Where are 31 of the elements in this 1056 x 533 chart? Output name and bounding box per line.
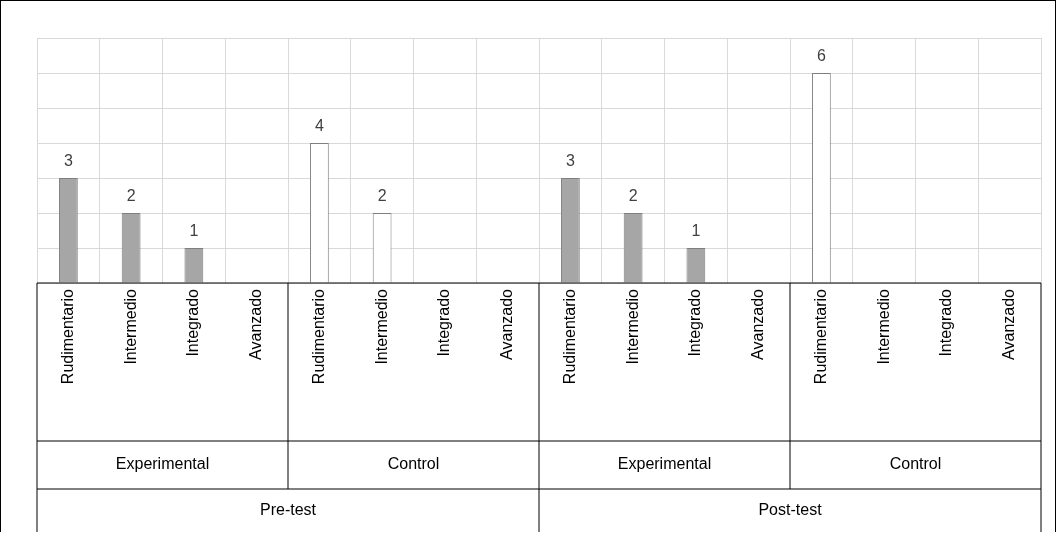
x-tick-label: Intermedio [121, 288, 139, 365]
x-tick-label: Intermedio [372, 288, 390, 365]
data-label: 2 [628, 187, 638, 205]
data-label: 1 [691, 222, 701, 240]
x-tick-label: Avanzado [749, 288, 767, 360]
x-tick-label: Intermedio [874, 288, 892, 365]
x-tick-label: Intermedio [623, 288, 641, 365]
data-label: 3 [63, 152, 73, 170]
x-tick-label: Rudimentario [58, 288, 76, 385]
data-label: 1 [189, 222, 199, 240]
text: Experimental [617, 455, 712, 473]
x-tick-label: Integrado [184, 288, 202, 357]
data-label: 3 [565, 152, 575, 170]
text: Control [889, 455, 942, 473]
data-label: 6 [816, 47, 826, 65]
x-tick-label: Avanzado [247, 288, 265, 360]
x-tick-label: Integrado [937, 288, 955, 357]
x-tick-label: Avanzado [498, 288, 516, 360]
data-label: 2 [377, 187, 387, 205]
text: Post-test [758, 500, 823, 518]
data-label: 2 [126, 187, 136, 205]
x-tick-label: Rudimentario [560, 288, 578, 385]
x-tick-label: Integrado [435, 288, 453, 357]
x-tick-label: Rudimentario [811, 288, 829, 385]
text: Pre-test [259, 500, 317, 518]
x-tick-label: Rudimentario [309, 288, 327, 385]
text: Control [387, 455, 440, 473]
text: Experimental [115, 455, 210, 473]
x-tick-label: Avanzado [1000, 288, 1018, 360]
data-label: 4 [314, 117, 324, 135]
x-tick-label: Integrado [686, 288, 704, 357]
